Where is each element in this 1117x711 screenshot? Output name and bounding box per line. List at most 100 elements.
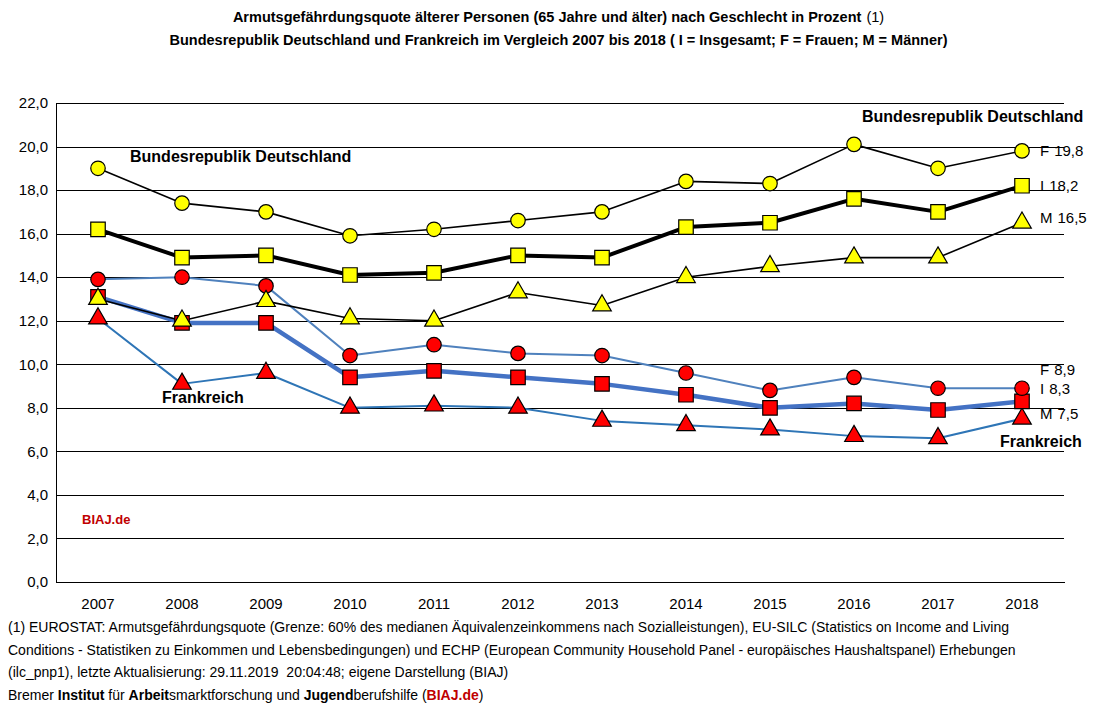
- series-line: [98, 144, 1022, 235]
- series-marker: [845, 247, 864, 263]
- series-marker: [593, 295, 612, 311]
- series-marker: [593, 410, 612, 426]
- annotation: Frankreich: [162, 389, 244, 406]
- annotation-background: [998, 434, 1084, 449]
- x-tick: 2015: [753, 582, 786, 612]
- y-tick: 0,0: [27, 573, 1064, 590]
- series-marker: [1015, 381, 1029, 395]
- credit-part: Jugend: [304, 687, 354, 703]
- value-label-number: 16,5: [1058, 209, 1087, 226]
- credit-part: für: [104, 687, 128, 703]
- series-marker: [1013, 212, 1032, 228]
- series-marker: [677, 414, 696, 430]
- series-marker: [343, 229, 357, 243]
- series-marker: [931, 403, 945, 417]
- series-marker: [931, 161, 945, 175]
- grid-line: [56, 364, 1064, 365]
- series-marker: [1015, 394, 1029, 408]
- y-tick: 14,0: [19, 268, 1064, 285]
- series-marker: [343, 370, 357, 384]
- series-marker: [679, 366, 693, 380]
- x-tick-label: 2011: [418, 595, 450, 612]
- x-tick-label: 2012: [501, 595, 534, 612]
- value-label-series: I: [1040, 380, 1044, 397]
- y-tick: 4,0: [27, 486, 1064, 503]
- annotation-background: [860, 109, 1085, 124]
- annotation: Frankreich: [1000, 433, 1082, 450]
- series-marker: [259, 205, 273, 219]
- series-marker: [595, 250, 609, 264]
- series-marker: [341, 397, 360, 413]
- y-axis: 0,02,04,06,08,010,012,014,016,018,020,02…: [19, 94, 1064, 590]
- x-tick: 2016: [837, 582, 870, 612]
- y-tick-label: 0,0: [27, 573, 48, 590]
- series-marker: [931, 205, 945, 219]
- grid-line: [56, 277, 1064, 278]
- y-tick-label: 14,0: [19, 268, 48, 285]
- grid-line: [56, 190, 1064, 191]
- x-tick: 2008: [165, 582, 198, 612]
- value-label-number: 19,8: [1054, 142, 1083, 159]
- series-marker: [763, 176, 777, 190]
- y-tick: 6,0: [27, 443, 1064, 460]
- x-tick-label: 2017: [921, 595, 954, 612]
- series-marker: [425, 310, 444, 326]
- series-marker: [343, 268, 357, 282]
- series-marker: [595, 205, 609, 219]
- series-marker: [259, 316, 273, 330]
- x-tick-label: 2013: [585, 595, 618, 612]
- x-tick-label: 2018: [1005, 595, 1038, 612]
- x-tick-label: 2009: [249, 595, 282, 612]
- series-marker: [847, 192, 861, 206]
- x-tick-label: 2014: [669, 595, 702, 612]
- grid-line: [56, 495, 1064, 496]
- x-axis-line: [57, 582, 1065, 583]
- series-line: [98, 186, 1022, 275]
- x-axis: 2007 2008 2009 2010 2011 2012 2013 2014 2015 2016…: [57, 582, 1065, 612]
- y-tick: 18,0: [19, 181, 1064, 198]
- series-marker: [595, 377, 609, 391]
- source-line: (1) EUROSTAT: Armutsgefährdungsquote (Gr…: [8, 619, 1009, 635]
- series-marker: [679, 388, 693, 402]
- series-marker: [173, 310, 192, 326]
- series-marker: [679, 220, 693, 234]
- credit-part: berufshilfe (: [353, 687, 426, 703]
- y-tick-label: 4,0: [27, 486, 48, 503]
- grid-line: [56, 234, 1064, 235]
- series-marker: [89, 308, 108, 324]
- x-tick: 2010: [333, 582, 366, 612]
- x-tick-label: 2008: [165, 595, 198, 612]
- value-label: F8,9: [1040, 361, 1075, 378]
- series-marker: [677, 266, 696, 282]
- series-marker: [1015, 144, 1029, 158]
- credit-part: smarktforschung und: [169, 687, 304, 703]
- chart: Armutsgefährdungsquote älterer Personen …: [0, 0, 1117, 711]
- credit-part: Arbeit: [129, 687, 170, 703]
- y-axis-line: [56, 104, 57, 583]
- watermark: BIAJ.de: [82, 512, 130, 527]
- value-label: M7,5: [1040, 405, 1078, 422]
- series-marker: [1013, 408, 1032, 424]
- series-marker: [761, 256, 780, 272]
- series-marker: [91, 222, 105, 236]
- value-label-number: 18,2: [1049, 177, 1078, 194]
- x-tick-label: 2016: [837, 595, 870, 612]
- annotations: Bundesrepublik DeutschlandBundesrepublik…: [128, 108, 1085, 450]
- value-label: I18,2: [1040, 177, 1078, 194]
- x-tick-label: 2010: [333, 595, 366, 612]
- y-tick: 2,0: [27, 530, 1064, 547]
- x-tick-label: 2007: [81, 595, 114, 612]
- subtitle: Bundesrepublik Deutschland und Frankreic…: [170, 32, 948, 48]
- plot-area: [89, 137, 1032, 444]
- y-tick-label: 12,0: [19, 312, 48, 329]
- annotation: Bundesrepublik Deutschland: [130, 148, 351, 165]
- y-tick-label: 6,0: [27, 443, 48, 460]
- series-marker: [761, 419, 780, 435]
- x-tick: 2018: [1005, 582, 1038, 612]
- series-line: [98, 277, 1022, 390]
- value-label: M16,5: [1040, 209, 1087, 226]
- value-labels: F19,8I18,2M16,5F8,9I8,3M7,5: [1040, 142, 1087, 422]
- series-marker: [847, 370, 861, 384]
- value-label-number: 7,5: [1058, 405, 1079, 422]
- series-marker: [427, 266, 441, 280]
